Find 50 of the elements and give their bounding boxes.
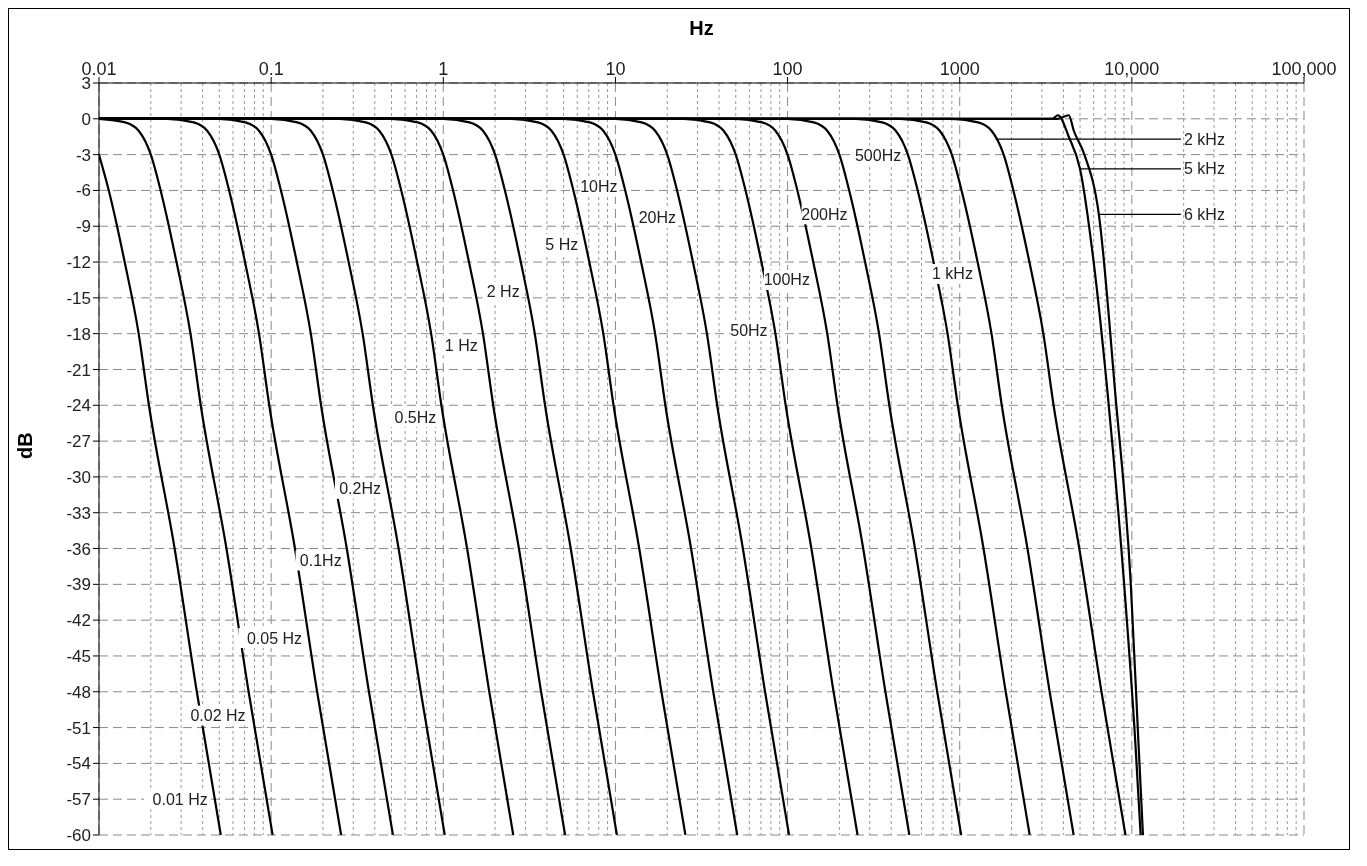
- y-tick-label: -39: [66, 575, 91, 595]
- y-tick-label: -54: [66, 754, 91, 774]
- annotation: 0.5Hz: [394, 408, 437, 426]
- x-tick-label: 1: [438, 59, 449, 79]
- y-tick-label: -15: [66, 288, 91, 308]
- annotation: 0.1Hz: [299, 551, 342, 569]
- y-tick-label: -24: [66, 396, 91, 416]
- annotation: 100Hz: [763, 271, 810, 289]
- y-tick-label: -6: [75, 181, 91, 201]
- y-tick-label: -21: [66, 360, 91, 380]
- annotation: 2 kHz: [1184, 130, 1225, 148]
- x-tick-label: 100,000: [1271, 59, 1337, 79]
- annotation: 5 kHz: [1184, 160, 1225, 178]
- x-tick-label: 1000: [939, 59, 980, 79]
- y-tick-label: -3: [75, 145, 91, 165]
- x-tick-label: 10: [605, 59, 626, 79]
- y-tick-label: -12: [66, 253, 91, 273]
- annotation: 0.01 Hz: [152, 790, 208, 808]
- annotation: 50Hz: [730, 321, 768, 339]
- y-tick-label: -60: [66, 826, 91, 846]
- x-tick-label: 0.1: [258, 59, 284, 79]
- y-tick-label: -45: [66, 646, 91, 666]
- y-tick-label: 0: [81, 109, 91, 129]
- annotation: 500Hz: [854, 147, 902, 165]
- annotation: 20Hz: [638, 209, 677, 227]
- y-tick-label: -48: [66, 682, 91, 702]
- annotation: 0.02 Hz: [190, 707, 246, 725]
- x-axis-title: Hz: [688, 17, 715, 40]
- y-tick-label: 3: [81, 74, 91, 94]
- annotation: 10Hz: [580, 178, 618, 196]
- x-tick-label: 10,000: [1104, 59, 1160, 79]
- x-tick-label: 100: [772, 59, 803, 79]
- y-tick-label: -27: [66, 432, 91, 452]
- y-tick-label: -36: [66, 539, 91, 559]
- annotation: 6 kHz: [1184, 205, 1225, 223]
- y-tick-label: -42: [66, 611, 91, 631]
- y-axis-title: dB: [14, 432, 37, 459]
- y-tick-label: -18: [66, 324, 91, 344]
- annotation: 200Hz: [801, 205, 848, 223]
- annotation: 2 Hz: [486, 283, 520, 301]
- y-tick-label: -9: [75, 217, 91, 237]
- annotation: 1 Hz: [444, 337, 478, 355]
- y-tick-label: -33: [66, 503, 91, 523]
- annotation: 5 Hz: [545, 235, 579, 253]
- annotation: 0.05 Hz: [246, 629, 303, 647]
- annotation: 0.2Hz: [339, 480, 381, 498]
- y-tick-label: -30: [66, 467, 91, 487]
- y-tick-label: -57: [66, 790, 91, 810]
- y-tick-label: -51: [66, 718, 91, 738]
- annotation: 1 kHz: [932, 265, 973, 283]
